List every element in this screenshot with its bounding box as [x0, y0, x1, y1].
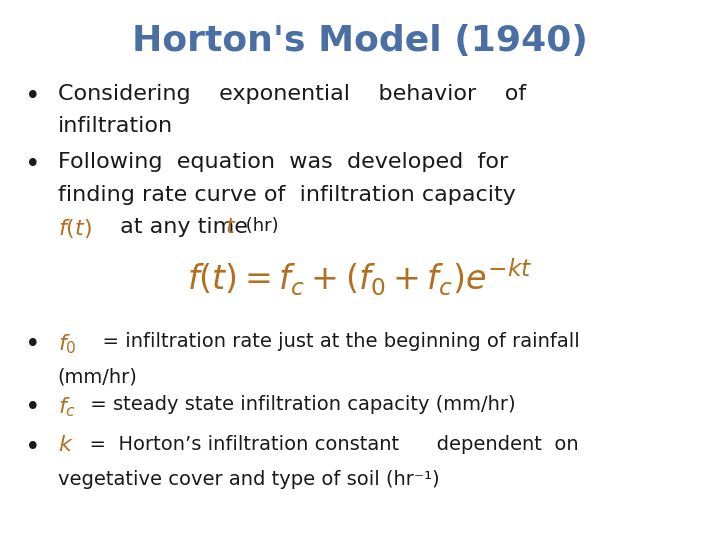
- Text: finding rate curve of  infiltration capacity: finding rate curve of infiltration capac…: [58, 185, 516, 205]
- Text: =  Horton’s infiltration constant      dependent  on: = Horton’s infiltration constant depende…: [77, 435, 579, 454]
- Text: $\mathit{f(t)}$: $\mathit{f(t)}$: [58, 217, 91, 240]
- Text: $\mathit{f_0}$: $\mathit{f_0}$: [58, 332, 76, 356]
- Text: •: •: [25, 395, 41, 421]
- Text: (hr): (hr): [240, 217, 279, 235]
- Text: $\mathit{f(t) = f_c + (f_0 + f_c)e^{-kt}}$: $\mathit{f(t) = f_c + (f_0 + f_c)e^{-kt}…: [187, 256, 533, 298]
- Text: vegetative cover and type of soil (hr⁻¹): vegetative cover and type of soil (hr⁻¹): [58, 470, 439, 489]
- Text: = steady state infiltration capacity (mm/hr): = steady state infiltration capacity (mm…: [84, 395, 516, 414]
- Text: •: •: [25, 152, 41, 178]
- Text: $\mathit{t}$: $\mathit{t}$: [225, 217, 237, 237]
- Text: •: •: [25, 84, 41, 110]
- Text: (mm/hr): (mm/hr): [58, 367, 138, 386]
- Text: $\mathit{f_c}$: $\mathit{f_c}$: [58, 395, 76, 419]
- Text: Following  equation  was  developed  for: Following equation was developed for: [58, 152, 508, 172]
- Text: Horton's Model (1940): Horton's Model (1940): [132, 24, 588, 58]
- Text: $\mathit{k}$: $\mathit{k}$: [58, 435, 73, 455]
- Text: •: •: [25, 332, 41, 358]
- Text: Considering    exponential    behavior    of: Considering exponential behavior of: [58, 84, 526, 104]
- Text: infiltration: infiltration: [58, 116, 173, 136]
- Text: at any time: at any time: [113, 217, 255, 237]
- Text: = infiltration rate just at the beginning of rainfall: = infiltration rate just at the beginnin…: [90, 332, 580, 351]
- Text: •: •: [25, 435, 41, 461]
